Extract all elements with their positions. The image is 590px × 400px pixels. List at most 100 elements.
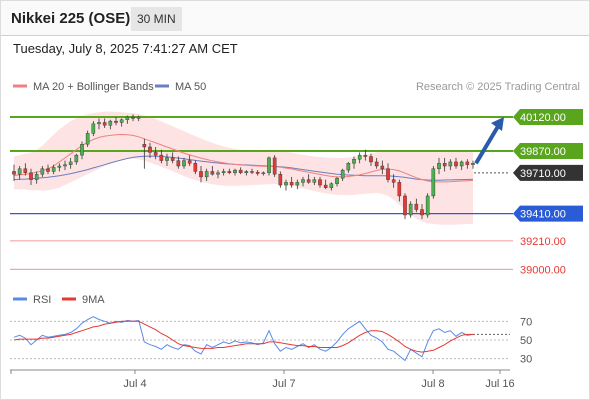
- candle-body: [369, 156, 373, 163]
- candle-body: [165, 157, 169, 161]
- candle-body: [68, 161, 73, 165]
- candle-body: [442, 163, 447, 167]
- candle-body: [318, 179, 322, 186]
- candle-body: [380, 165, 385, 169]
- candle-body: [221, 171, 226, 174]
- level-label-resistance: 40120.00: [520, 112, 566, 124]
- x-tick-label: Jul 8: [421, 378, 444, 390]
- candle-body: [352, 159, 356, 164]
- candle-body: [51, 167, 56, 172]
- candle-body: [363, 154, 368, 157]
- candle-body: [216, 172, 220, 175]
- candle-body: [233, 169, 237, 174]
- level-label-support: 39410.00: [520, 209, 566, 221]
- level-tag-current: [513, 164, 583, 181]
- level-tag-support: [513, 205, 583, 222]
- rsi-tick-label: 30: [520, 354, 532, 366]
- candle-body: [136, 116, 141, 119]
- level-tag-resistance: [513, 109, 583, 126]
- candle-body: [329, 183, 334, 188]
- candle-body: [210, 171, 215, 175]
- forecast-arrow-shaft: [474, 122, 502, 165]
- candle-body: [85, 133, 90, 145]
- candle-body: [335, 178, 339, 184]
- level-tag-resistance: [513, 143, 583, 160]
- candle-body: [12, 171, 16, 175]
- candle-body: [374, 161, 379, 167]
- candle-body: [250, 171, 254, 173]
- interval-button[interactable]: 30 MIN: [131, 7, 182, 31]
- candle-body: [74, 154, 79, 163]
- candle-body: [153, 152, 158, 156]
- candle-body: [91, 123, 96, 134]
- candle-body: [323, 184, 328, 188]
- candle-body: [199, 171, 203, 178]
- candle-body: [357, 154, 362, 160]
- candle-body: [182, 160, 186, 167]
- bollinger-band: [14, 111, 473, 225]
- instrument-title: Nikkei 225 (OSE): [11, 10, 131, 27]
- rsi-tick-label: 70: [520, 316, 532, 328]
- candle-body: [193, 163, 198, 172]
- candle-body: [238, 169, 243, 174]
- candle-body: [227, 171, 232, 174]
- rsi-line: [13, 316, 474, 362]
- timestamp: Tuesday, July 8, 2025 7:41:27 AM CET: [13, 41, 238, 56]
- candle-body: [397, 182, 402, 197]
- candle-body: [244, 171, 249, 174]
- candle-body: [420, 209, 424, 216]
- candle-body: [471, 163, 475, 165]
- level-label-target: 39210.00: [520, 236, 566, 248]
- candle-body: [29, 172, 33, 180]
- ma20-legend-label: MA 20 + Bollinger Bands: [33, 81, 154, 93]
- candle-body: [408, 203, 413, 216]
- copyright-text: Research © 2025 Trading Central: [416, 81, 580, 93]
- candle-body: [403, 195, 407, 216]
- candle-body: [278, 173, 283, 186]
- ma20-line: [13, 133, 474, 183]
- forecast-arrow-head: [491, 117, 504, 132]
- candle-body: [57, 165, 62, 168]
- candle-body: [448, 161, 453, 167]
- candle-body: [97, 122, 101, 125]
- ma9-legend-label: 9MA: [82, 294, 105, 306]
- candle-body: [437, 163, 441, 169]
- candle-body: [114, 120, 118, 123]
- candle-body: [306, 179, 311, 183]
- rsi-legend-label: RSI: [33, 294, 51, 306]
- candle-body: [295, 182, 300, 186]
- candle-body: [386, 168, 390, 180]
- candle-body: [80, 144, 84, 156]
- candle-body: [284, 182, 288, 186]
- candle-body: [63, 164, 67, 167]
- candle-body: [170, 157, 175, 161]
- candle-body: [454, 161, 458, 167]
- candle-body: [346, 163, 351, 171]
- rsi-ma9-line: [13, 320, 473, 353]
- candle-body: [204, 171, 209, 178]
- candle-body: [414, 203, 419, 210]
- candle-body: [148, 146, 152, 153]
- level-label-target: 39000.00: [520, 264, 566, 276]
- candle-body: [142, 144, 147, 148]
- candle-body: [301, 179, 305, 183]
- candle-body: [119, 119, 124, 123]
- level-label-resistance: 39870.00: [520, 146, 566, 158]
- level-label-current: 39710.00: [520, 168, 566, 180]
- x-tick-label: Jul 4: [123, 378, 146, 390]
- candle-body: [340, 169, 345, 179]
- candle-body: [176, 160, 181, 167]
- candle-body: [125, 116, 130, 120]
- candle-body: [459, 161, 464, 167]
- candle-body: [17, 168, 22, 175]
- candle-body: [187, 160, 192, 164]
- candle-body: [255, 171, 260, 174]
- x-tick-label: Jul 16: [485, 378, 514, 390]
- candle-body: [272, 157, 277, 175]
- candle-body: [102, 122, 107, 126]
- candle-body: [131, 116, 135, 119]
- rsi-tick-label: 50: [520, 335, 532, 347]
- candle-body: [425, 195, 430, 216]
- ma50-legend-label: MA 50: [175, 81, 206, 93]
